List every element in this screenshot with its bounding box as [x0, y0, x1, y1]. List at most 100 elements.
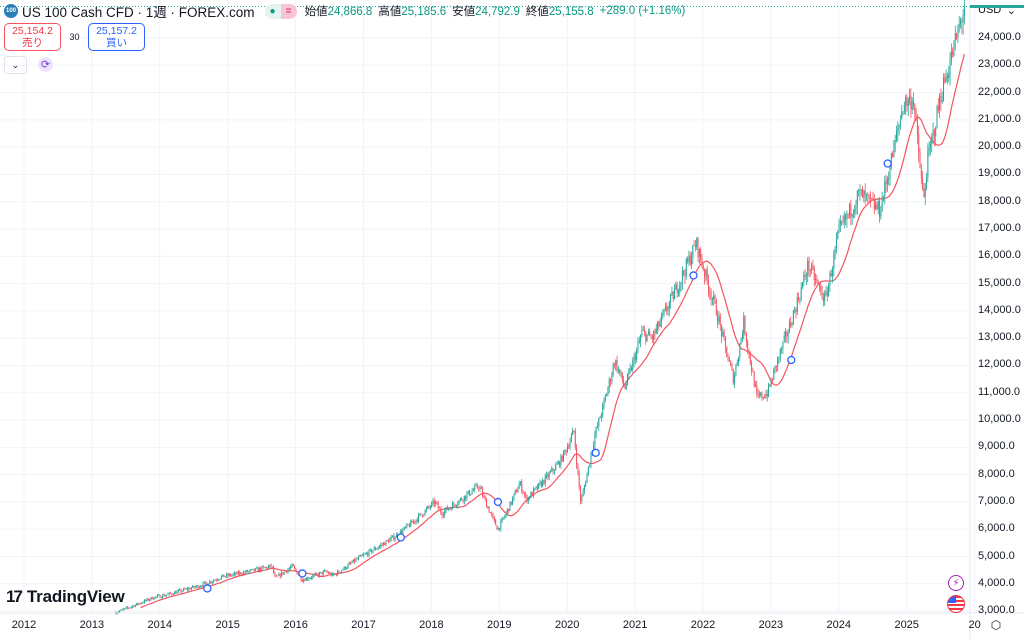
candle — [730, 360, 732, 367]
candle — [307, 576, 309, 581]
candle-body — [860, 189, 862, 190]
candle-body — [194, 586, 196, 588]
sell-button[interactable]: 25,154.2 売り — [4, 23, 61, 51]
candle — [568, 443, 570, 450]
candle-body — [813, 268, 815, 281]
candle-body — [500, 520, 502, 530]
candle-body — [134, 604, 136, 607]
candle — [630, 365, 632, 372]
candle — [945, 69, 947, 83]
candle-body — [596, 425, 598, 428]
candle-body — [506, 509, 508, 513]
candle-body — [196, 585, 198, 587]
refresh-icon[interactable]: ⟳ — [38, 57, 53, 72]
candle — [830, 269, 832, 278]
candle — [522, 489, 524, 495]
candle-body — [350, 562, 352, 564]
candle-body — [651, 336, 653, 340]
candle — [279, 573, 281, 579]
candle — [791, 321, 793, 328]
candle — [775, 365, 777, 373]
candle — [240, 571, 242, 577]
tradingview-logo[interactable]: 17 TradingView — [6, 587, 125, 607]
candle-body — [667, 309, 669, 311]
candle-body — [694, 245, 696, 248]
candle — [158, 593, 160, 596]
candle-body — [176, 591, 178, 594]
symbol-title[interactable]: US 100 Cash CFD · 1週 · FOREX.com — [22, 5, 255, 20]
us-flag-icon[interactable] — [947, 595, 965, 613]
candle-body — [954, 33, 956, 42]
candle-body — [449, 507, 451, 509]
x-tick-label: 2015 — [215, 619, 240, 631]
candle-body — [496, 525, 498, 530]
candle-body — [226, 574, 228, 577]
candle-body — [474, 485, 476, 490]
currency-selector[interactable]: USD ⌄ — [974, 1, 1020, 19]
candle-body — [841, 221, 843, 223]
candle — [566, 442, 568, 453]
candle-body — [521, 481, 523, 492]
market-status[interactable]: ● = — [264, 3, 297, 19]
candle — [813, 265, 815, 287]
candle-body — [800, 286, 802, 299]
candle — [551, 465, 553, 473]
candle — [764, 393, 766, 399]
dividend-marker[interactable] — [396, 533, 405, 542]
candle — [500, 518, 502, 532]
dividend-marker[interactable] — [298, 569, 307, 578]
candle-body — [756, 384, 758, 392]
candle-body — [647, 331, 649, 335]
dividend-marker[interactable] — [493, 497, 503, 507]
candle — [660, 312, 662, 328]
candle-body — [145, 599, 147, 601]
candle-body — [339, 572, 341, 574]
candle-body — [864, 190, 866, 195]
candle — [726, 346, 728, 358]
candle — [706, 265, 708, 285]
candle — [450, 506, 452, 511]
candle — [467, 490, 469, 495]
lightning-icon[interactable]: ⚡ — [948, 575, 964, 591]
candle — [192, 585, 194, 589]
candle-body — [300, 575, 302, 581]
candle-body — [672, 291, 674, 300]
candle — [752, 367, 754, 373]
ma-line — [140, 53, 965, 609]
candle-body — [875, 204, 877, 209]
candle — [744, 315, 746, 336]
candle — [189, 587, 191, 590]
dividend-marker[interactable] — [203, 584, 212, 593]
candle-body — [294, 566, 296, 569]
candle-body — [542, 480, 544, 487]
candle-body — [903, 105, 905, 112]
candle-body — [593, 444, 595, 451]
settings-icon[interactable]: ⬡ — [990, 618, 1002, 632]
candle — [704, 268, 706, 285]
candle-body — [959, 20, 961, 25]
candle-body — [563, 450, 565, 462]
candle — [816, 274, 818, 284]
candle — [799, 297, 801, 305]
candle-body — [472, 489, 474, 491]
candle — [561, 454, 563, 462]
dividend-marker[interactable] — [787, 355, 796, 365]
dividend-marker[interactable] — [591, 448, 600, 457]
candle-body — [223, 574, 225, 578]
candle — [886, 176, 888, 192]
candle — [954, 25, 956, 51]
candle — [658, 320, 660, 331]
collapse-legend-button[interactable]: ⌄ — [4, 56, 27, 74]
y-tick-label: 4,000.0 — [978, 576, 1015, 589]
candle — [795, 307, 797, 319]
buy-button[interactable]: 25,157.2 買い — [88, 23, 145, 51]
candle — [865, 193, 867, 202]
candle — [936, 104, 938, 129]
dividend-marker[interactable] — [689, 271, 698, 280]
dividend-marker[interactable] — [883, 159, 892, 168]
candle-body — [538, 482, 540, 489]
candle-body — [744, 316, 746, 335]
candle — [266, 566, 268, 570]
candle — [807, 257, 809, 283]
